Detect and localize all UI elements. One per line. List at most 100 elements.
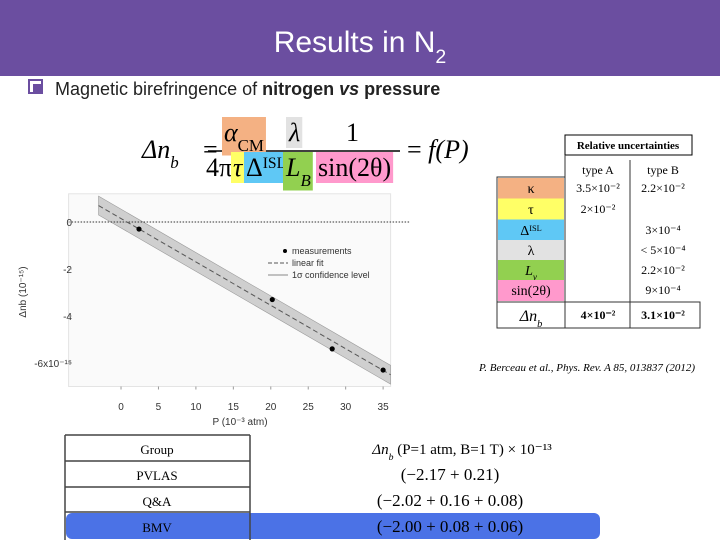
legend-label: linear fit (292, 258, 324, 268)
uncertainty-value: 2.2×10⁻² (641, 263, 685, 277)
uncertainty-total: 3.1×10⁻² (641, 308, 685, 322)
table-title-box (564, 134, 693, 156)
text-run: ISL (263, 155, 286, 172)
x-tick-label: 0 (118, 402, 124, 413)
formula-highlight (231, 152, 246, 183)
slide-title: Results in N2 (274, 26, 447, 68)
symbol: κ (527, 182, 534, 197)
text-run: Results in N (274, 26, 436, 59)
formula-term: sin(2θ) (318, 153, 391, 182)
symbol-cell (498, 280, 564, 301)
measurement: (−2.02 + 0.16 + 0.08) (377, 491, 523, 510)
column-header: Δnb (P=1 atm, B=1 T) × 10⁻¹³ (371, 442, 552, 463)
x-axis-label: P (10⁻³ atm) (212, 417, 267, 428)
text-run: Δn (371, 442, 388, 458)
data-point (269, 296, 275, 303)
text-run: b (170, 153, 178, 172)
text-run: λ (288, 118, 300, 147)
group: Q&A (143, 494, 173, 509)
formula-highlight (222, 117, 266, 156)
uncertainty-value: 2.2×10⁻² (641, 181, 685, 195)
formula-term: LB (285, 153, 311, 190)
legend-label: 1σ confidence level (292, 270, 370, 280)
text-run: = (203, 135, 218, 164)
y-tick-label: -6x10⁻¹⁵ (34, 359, 72, 370)
fit-line (98, 205, 391, 376)
formula-term: 4π (206, 153, 232, 182)
text-run: pressure (359, 79, 440, 99)
text-run: Δ (246, 153, 263, 182)
uncertainty-value: 2×10⁻² (581, 202, 616, 216)
y-tick-label: -4 (63, 312, 72, 323)
formula-highlight (316, 152, 394, 183)
y-tick-label: -2 (63, 265, 72, 276)
header-band (0, 0, 720, 76)
text-run: L (524, 264, 533, 279)
text-run: τ (528, 203, 534, 218)
text-run: sin(2θ) (318, 153, 391, 182)
highlight-row (66, 513, 600, 539)
text-run: b (537, 319, 542, 330)
text-run: B (300, 171, 310, 190)
formula-term: = f(P) (407, 135, 469, 164)
bullet-text: Magnetic birefringence of nitrogen vs pr… (55, 79, 440, 99)
x-tick-label: 30 (340, 402, 352, 413)
x-tick-label: 10 (190, 402, 202, 413)
symbol-cell (498, 260, 564, 280)
symbol-cell (498, 219, 564, 240)
measurement: (−2.00 + 0.08 + 0.06) (377, 517, 523, 536)
column-header: type A (582, 163, 614, 177)
text-run: b (389, 452, 394, 463)
text-run: ISL (529, 224, 542, 233)
total-row (496, 301, 701, 329)
data-point (136, 226, 142, 232)
text-run: α (224, 118, 239, 147)
text-run: Δn (141, 135, 170, 164)
text-run: y (532, 272, 538, 282)
table-title: Relative uncertainties (577, 140, 680, 152)
group: BMV (142, 520, 172, 535)
text-run: vs (339, 79, 359, 99)
text-run: κ (527, 182, 534, 197)
header-rule (0, 76, 720, 79)
formula-highlight (283, 152, 313, 191)
uncertainty-value: 9×10⁻⁴ (645, 283, 680, 297)
formula-term: λ (288, 118, 300, 147)
text-run: 2 (435, 46, 446, 68)
legend-label: measurements (292, 246, 352, 256)
text-run: CM (238, 136, 264, 155)
text-run: Group (140, 442, 173, 457)
text-run: L (285, 153, 300, 182)
column-header: type B (647, 163, 679, 177)
uncertainty-value: 3×10⁻⁴ (645, 223, 680, 237)
formula-highlight (244, 152, 289, 183)
x-tick-label: 25 (303, 402, 315, 413)
symbol-cell (498, 178, 564, 199)
text-run: sin(2θ) (511, 284, 551, 299)
symbol: ΔISL (520, 224, 542, 240)
symbol: λ (528, 244, 535, 259)
data-point (329, 346, 335, 352)
uncertainty-total: 4×10⁻² (581, 308, 616, 322)
data-point (380, 367, 386, 373)
text-run: 4π (206, 153, 232, 182)
text-run: nitrogen (262, 79, 339, 99)
text-run: (P) (435, 135, 468, 164)
uncertainty-value: < 5×10⁻⁴ (640, 243, 685, 257)
symbol-cell (498, 198, 564, 220)
y-axis-label: Δnb (10⁻¹⁵) (18, 266, 29, 317)
text-run: Δ (520, 224, 529, 239)
formula-term: = (203, 135, 218, 164)
formula-highlight (286, 117, 303, 148)
formula-term: 1 (346, 118, 359, 147)
citation: P. Berceau et al., Phys. Rev. A 85, 0138… (478, 362, 695, 374)
formula-term: ΔISL (246, 153, 286, 182)
text-run: τ (233, 153, 244, 182)
measurement: (−2.17 + 0.21) (401, 465, 500, 484)
x-tick-label: 35 (378, 402, 390, 413)
legend-swatch (283, 249, 287, 253)
symbol: sin(2θ) (511, 284, 551, 299)
symbol-cell (498, 240, 564, 260)
symbol: Ly (524, 264, 538, 282)
